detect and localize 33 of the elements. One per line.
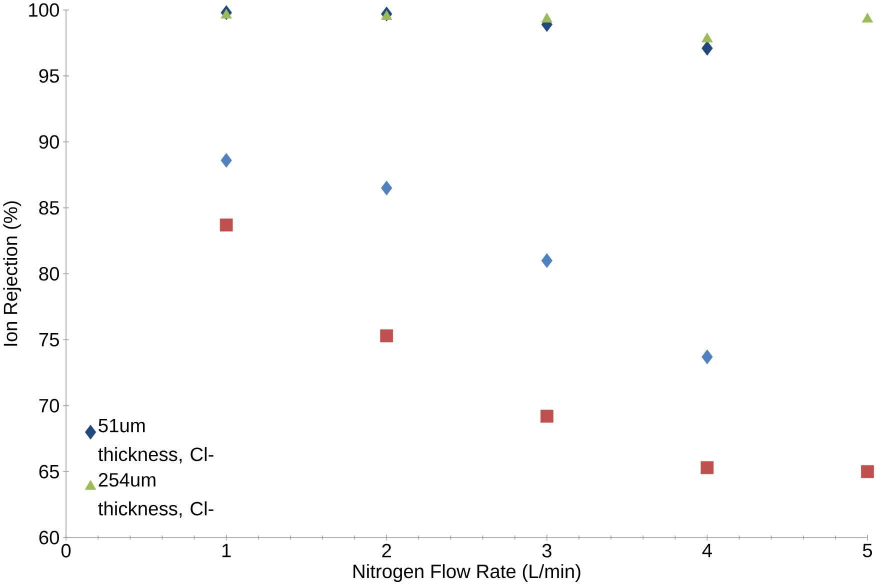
point xyxy=(381,180,392,196)
point xyxy=(381,10,392,20)
x-tick-label: 0 xyxy=(61,544,71,558)
point xyxy=(220,152,232,168)
point xyxy=(702,32,713,42)
point xyxy=(541,12,552,22)
y-tick-label: 75 xyxy=(39,332,59,346)
x-tick-label: 4 xyxy=(702,544,712,558)
point xyxy=(380,329,394,342)
y-tick-label: 85 xyxy=(39,200,59,215)
legend-label: 254um thickness, Cl- xyxy=(98,472,214,518)
y-tick-label: 95 xyxy=(39,69,59,83)
point xyxy=(220,8,232,19)
point xyxy=(541,253,552,268)
y-tick-label: 90 xyxy=(39,135,59,149)
y-tick-label: 65 xyxy=(39,464,59,478)
point xyxy=(540,410,554,423)
x-axis-title: Nitrogen Flow Rate (L/min) xyxy=(354,564,580,582)
y-tick-label: 80 xyxy=(39,266,59,281)
y-axis-title: Ion Rejection (%) xyxy=(3,201,22,346)
legend-label: 51um thickness, Cl- xyxy=(98,418,214,464)
x-tick-label: 2 xyxy=(382,544,391,558)
point xyxy=(702,40,713,56)
x-tick-label: 3 xyxy=(542,544,552,558)
point xyxy=(861,465,874,478)
point xyxy=(702,349,713,364)
x-tick-label: 5 xyxy=(862,544,872,558)
y-tick-label: 100 xyxy=(29,3,59,17)
x-tick-label: 1 xyxy=(222,544,231,558)
y-tick-label: 60 xyxy=(39,530,59,544)
point xyxy=(220,218,233,232)
point xyxy=(700,461,714,474)
y-tick-label: 70 xyxy=(39,398,59,412)
